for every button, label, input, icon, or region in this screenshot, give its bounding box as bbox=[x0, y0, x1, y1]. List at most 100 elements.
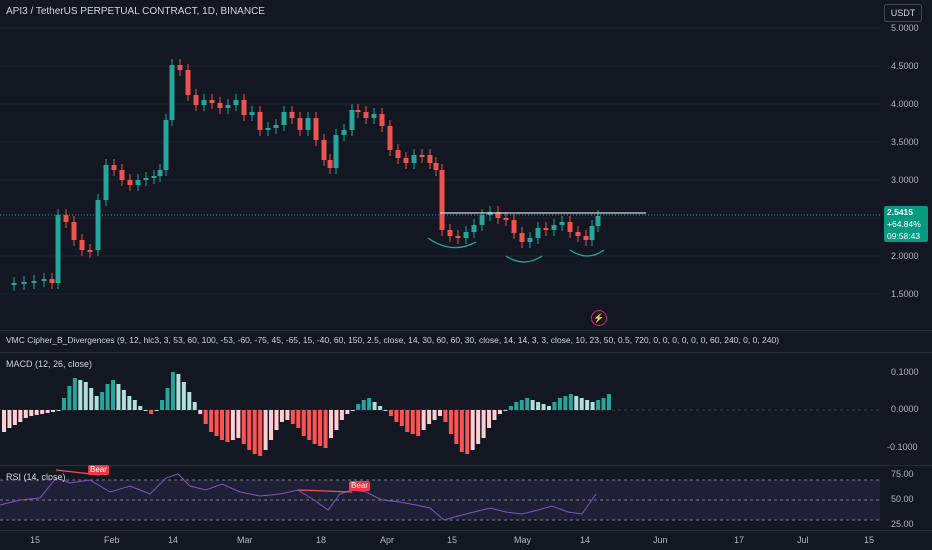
macd-bar bbox=[40, 410, 45, 414]
price-tick: 3.5000 bbox=[891, 137, 919, 147]
macd-bar bbox=[160, 400, 165, 410]
candle-body bbox=[333, 135, 339, 168]
macd-bar bbox=[541, 404, 546, 410]
candle-body bbox=[119, 170, 125, 180]
candle-body bbox=[447, 230, 453, 236]
time-tick: May bbox=[514, 535, 532, 545]
candle-body bbox=[201, 100, 207, 105]
candle-body bbox=[305, 118, 311, 130]
macd-bar bbox=[497, 410, 502, 414]
candle-body bbox=[395, 150, 401, 158]
candle-body bbox=[527, 238, 533, 242]
macd-bar bbox=[399, 410, 404, 426]
macd-bar bbox=[563, 396, 568, 410]
macd-bar bbox=[383, 410, 388, 411]
macd-bar bbox=[596, 400, 601, 410]
macd-bar bbox=[361, 400, 366, 410]
macd-bar bbox=[149, 410, 154, 414]
macd-bar bbox=[170, 372, 175, 410]
macd-bar bbox=[187, 392, 192, 410]
macd-bar bbox=[225, 410, 230, 442]
candle-body bbox=[419, 155, 425, 157]
macd-bar bbox=[476, 410, 481, 444]
candle-body bbox=[463, 232, 469, 238]
candle-body bbox=[157, 170, 163, 176]
macd-bar bbox=[481, 410, 486, 438]
candle-body bbox=[595, 216, 601, 226]
macd-bar bbox=[94, 396, 99, 410]
symbol-title[interactable]: API3 / TetherUS PERPETUAL CONTRACT, 1D, … bbox=[6, 6, 265, 17]
lightning-icon[interactable]: ⚡ bbox=[591, 310, 607, 326]
candle-body bbox=[11, 283, 17, 285]
bear-divergence-line bbox=[297, 489, 353, 493]
candle-body bbox=[217, 103, 223, 108]
macd-bar bbox=[606, 394, 611, 410]
macd-bar bbox=[192, 402, 197, 410]
candle-body bbox=[519, 233, 525, 242]
candle-body bbox=[257, 112, 263, 130]
macd-bar bbox=[525, 398, 530, 410]
rsi-tick: 50.00 bbox=[891, 494, 914, 504]
macd-bar bbox=[405, 410, 410, 432]
macd-bar bbox=[67, 386, 72, 410]
macd-bar bbox=[350, 410, 355, 411]
macd-bar bbox=[143, 410, 148, 411]
macd-bar bbox=[579, 398, 584, 410]
macd-bar bbox=[274, 410, 279, 430]
macd-bar bbox=[536, 402, 541, 410]
macd-bar bbox=[514, 402, 519, 410]
macd-bar bbox=[470, 410, 475, 450]
candle-body bbox=[41, 279, 47, 281]
candle-body bbox=[511, 220, 517, 233]
candle-body bbox=[575, 232, 581, 236]
macd-bar bbox=[181, 382, 186, 410]
candle-body bbox=[479, 215, 485, 225]
candle-body bbox=[71, 222, 77, 240]
macd-bar bbox=[263, 410, 268, 450]
macd-bar bbox=[252, 410, 257, 454]
macd-bar bbox=[247, 410, 252, 450]
macd-indicator-label[interactable]: MACD (12, 26, close) bbox=[6, 359, 93, 369]
time-tick: Apr bbox=[380, 535, 395, 545]
candle-body bbox=[169, 65, 175, 120]
macd-bar bbox=[329, 410, 333, 438]
macd-bar bbox=[279, 410, 284, 422]
pane-divider[interactable] bbox=[0, 352, 932, 353]
macd-bar bbox=[296, 410, 301, 428]
candle-body bbox=[535, 228, 541, 238]
price-tick: 5.0000 bbox=[891, 23, 919, 33]
macd-bar bbox=[487, 410, 492, 428]
time-tick: Mar bbox=[237, 535, 253, 545]
macd-bar bbox=[367, 398, 372, 410]
macd-tick: 0.1000 bbox=[891, 367, 919, 377]
candle-body bbox=[341, 130, 347, 135]
time-tick: 14 bbox=[168, 535, 179, 545]
macd-tick: -0.1000 bbox=[887, 442, 918, 452]
candle-body bbox=[297, 118, 303, 130]
macd-bar bbox=[203, 410, 208, 424]
pane-divider[interactable] bbox=[0, 465, 932, 466]
candle-body bbox=[327, 160, 333, 168]
macd-bar bbox=[492, 410, 497, 420]
vmc-indicator-label[interactable]: VMC Cipher_B_Divergences (9, 12, hlc3, 3… bbox=[6, 335, 780, 345]
candle-body bbox=[439, 170, 445, 230]
macd-bar bbox=[454, 410, 459, 444]
rsi-indicator-label[interactable]: RSI (14, close) bbox=[6, 472, 66, 482]
macd-bar bbox=[503, 410, 508, 411]
price-tick: 4.5000 bbox=[891, 61, 919, 71]
candle-body bbox=[281, 112, 287, 125]
currency-button[interactable]: USDT bbox=[884, 4, 922, 22]
candle-body bbox=[87, 250, 93, 252]
pane-divider[interactable] bbox=[0, 330, 932, 331]
candle-body bbox=[273, 125, 279, 128]
macd-bar bbox=[29, 410, 34, 416]
macd-bar bbox=[378, 406, 383, 410]
rsi-tick: 25.00 bbox=[891, 519, 914, 529]
time-tick: 18 bbox=[316, 535, 327, 545]
macd-bar bbox=[132, 400, 137, 410]
candle-body bbox=[427, 155, 433, 163]
candle-body bbox=[185, 70, 191, 95]
macd-bar bbox=[12, 410, 17, 425]
macd-bar bbox=[334, 410, 339, 430]
